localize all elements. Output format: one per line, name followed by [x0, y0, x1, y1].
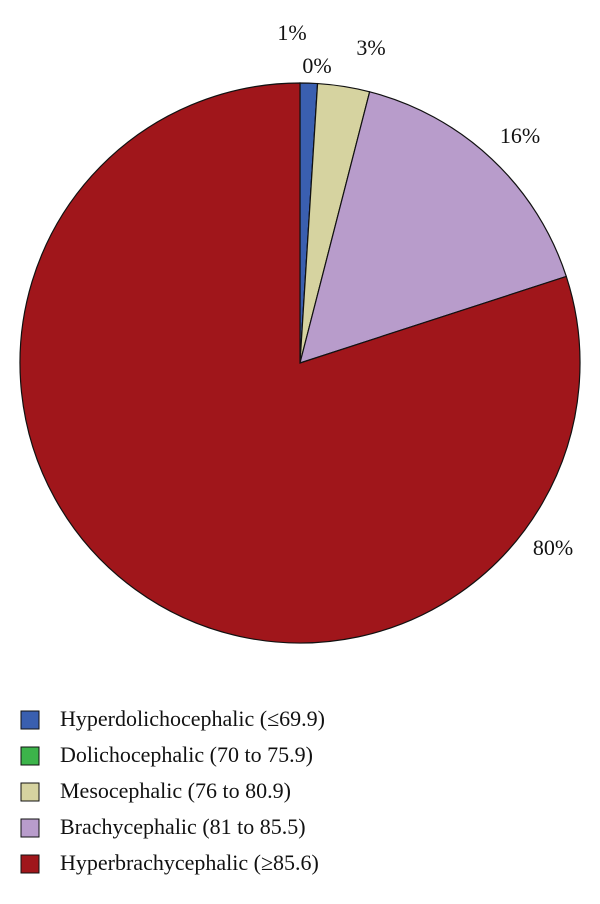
legend-label: Hyperbrachycephalic (≥85.6): [60, 850, 319, 875]
legend-swatch: [20, 746, 40, 766]
data-label: 16%: [500, 123, 540, 148]
legend-label: Hyperdolichocephalic (≤69.9): [60, 706, 325, 731]
data-label: 80%: [533, 535, 573, 560]
pie-slice: [19, 82, 581, 644]
data-label: 3%: [356, 35, 385, 60]
legend-swatch: [20, 818, 40, 838]
pie-slice: [299, 91, 568, 364]
legend-swatch: [20, 710, 40, 730]
data-label: 0%: [302, 53, 331, 78]
legend-swatch: [20, 854, 40, 874]
legend-label: Mesocephalic (76 to 80.9): [60, 778, 291, 803]
legend-label: Brachycephalic (81 to 85.5): [60, 814, 306, 839]
legend-swatch: [20, 782, 40, 802]
legend-label: Dolichocephalic (70 to 75.9): [60, 742, 313, 767]
data-label: 1%: [277, 20, 306, 45]
